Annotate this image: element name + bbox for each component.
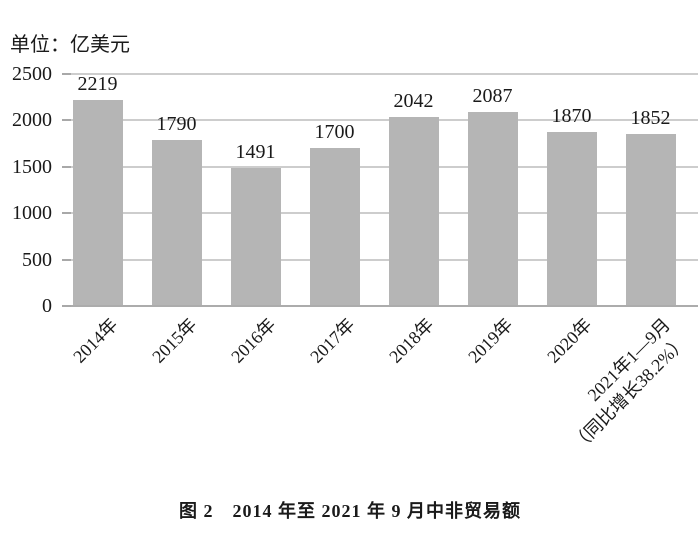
y-tick-label: 2500 [12,63,52,85]
bar-value-label: 1491 [235,140,276,163]
y-axis-tick [62,258,71,261]
y-tick-label: 1500 [12,155,52,178]
gridline [62,73,698,75]
x-tick-label: 2019年 [463,314,517,367]
gridline [62,212,698,215]
bar [309,148,360,305]
bar [625,134,676,305]
y-tick-label: 2000 [12,109,52,132]
x-axis-baseline [62,305,698,307]
bar-value-label: 2219 [77,73,118,96]
bar-value-label: 2042 [393,89,434,112]
x-tick-label: 2018年 [384,314,438,367]
bar-value-label: 1870 [551,105,592,128]
bar [151,139,202,305]
bar-value-label: 2087 [472,85,513,108]
y-axis-tick [62,305,71,307]
gridline [62,258,698,261]
y-axis-tick [62,73,71,75]
bar-value-label: 1700 [314,121,355,144]
gridline [62,119,698,122]
x-tick-label: 2014年 [68,314,122,367]
y-tick-label: 1000 [12,202,52,225]
bar [546,132,597,305]
bar-value-label: 1790 [156,112,197,135]
y-tick-label: 500 [22,248,52,271]
bar [467,112,518,305]
bar [388,116,439,305]
x-tick-label: 2016年 [226,314,280,367]
axis-unit-label: 单位：亿美元 [10,34,130,56]
bar-value-label: 1852 [630,107,671,130]
bar [230,167,281,305]
bar [72,100,123,305]
figure-caption: 图 2 2014 年至 2021 年 9 月中非贸易额 [179,501,521,521]
y-tick-label: 0 [42,295,52,317]
x-tick-label: 2015年 [147,314,201,367]
x-tick-label: 2017年 [305,314,359,367]
gridline [62,165,698,168]
x-tick-label: 2020年 [542,314,596,367]
y-axis-tick [62,119,71,122]
y-axis-tick [62,212,71,215]
y-axis-tick [62,165,71,168]
